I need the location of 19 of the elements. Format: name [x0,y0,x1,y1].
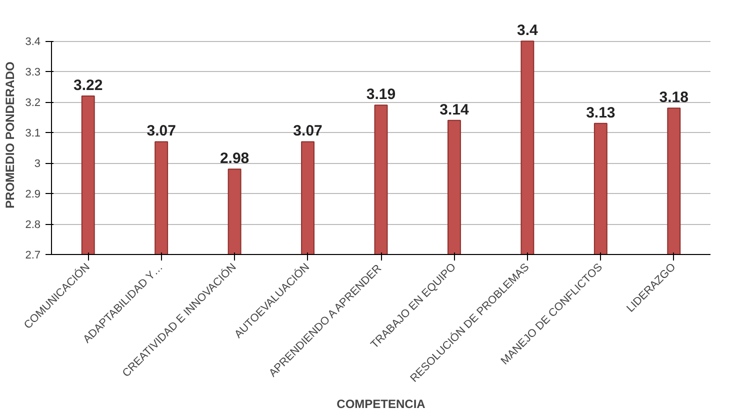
data-label: 3.13 [586,104,616,122]
data-label: 3.19 [366,86,396,104]
y-tick-label: 3 [34,158,41,170]
y-tick-label: 3.3 [25,66,41,79]
data-label: 3.4 [517,22,539,40]
x-axis-title: COMPETENCIA [336,396,426,411]
data-label: 3.14 [440,101,470,118]
y-tick-label: 2.7 [25,250,41,262]
y-tick-label: 3.2 [25,97,41,110]
y-tick-label: 2.8 [25,219,41,232]
data-label: 3.07 [293,122,322,140]
data-label: 2.98 [220,150,250,168]
data-label: 3.18 [659,89,688,106]
data-label: 3.22 [74,76,103,94]
y-tick-label: 3.1 [25,128,41,140]
y-tick-label: 2.9 [25,188,41,201]
data-label: 3.07 [146,122,176,140]
y-axis-title: PROMEDIO PONDERADO [3,62,18,208]
y-tick-label: 3.4 [25,36,41,48]
